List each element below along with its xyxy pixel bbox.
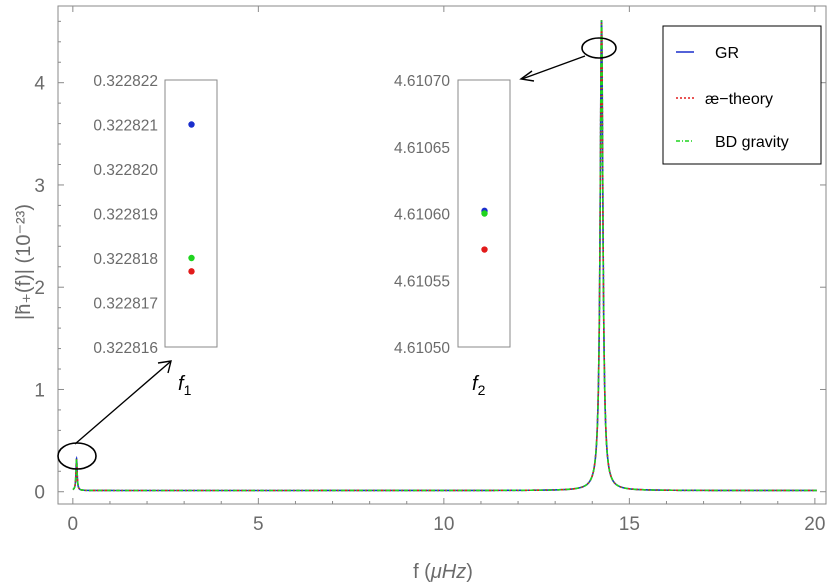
inset-tick-label: 0.322816 <box>93 340 158 357</box>
y-tick-label: 1 <box>34 380 45 401</box>
zoom-ellipse-f2 <box>581 37 617 59</box>
inset-tick-label: 4.61055 <box>394 273 450 290</box>
inset-tick-label: 4.61050 <box>394 340 450 357</box>
inset-tick-label: 4.61070 <box>394 73 450 90</box>
inset-f1-label: f1 <box>178 373 192 398</box>
x-tick-label: 10 <box>433 514 454 535</box>
plot-frame <box>57 5 827 505</box>
inset-f2: 4.61070 4.61065 4.61060 4.61055 4.61050 <box>394 73 511 357</box>
legend-label-bd: BD gravity <box>715 134 789 151</box>
inset-point <box>188 121 195 128</box>
x-tick-label: 15 <box>619 514 640 535</box>
inset-tick-label: 0.322821 <box>93 118 158 135</box>
y-tick-label: 3 <box>34 176 45 197</box>
inset-point <box>481 246 488 253</box>
inset-f1-ticks: 0.322822 0.322821 0.322820 0.322819 0.322818… <box>93 73 158 357</box>
inset-tick-label: 0.322822 <box>93 73 158 90</box>
x-axis-ticks: 0 5 10 15 20 <box>68 6 825 535</box>
zoom-arrow-f2 <box>519 55 586 82</box>
legend-label-gr: GR <box>715 45 739 62</box>
series-line-2 <box>72 20 817 492</box>
inset-f1: 0.322822 0.322821 0.322820 0.322819 0.322818… <box>93 73 218 357</box>
y-tick-label: 0 <box>34 483 45 504</box>
inset-tick-label: 0.322819 <box>93 207 158 224</box>
inset-f1-points <box>188 121 195 275</box>
x-tick-label: 0 <box>68 514 79 535</box>
legend: GR æ−theory BD gravity <box>662 25 822 165</box>
y-tick-label: 4 <box>34 74 45 95</box>
inset-tick-label: 0.322818 <box>93 251 158 268</box>
inset-point <box>188 268 195 275</box>
zoom-arrow-f1 <box>74 360 172 445</box>
curves <box>72 20 817 492</box>
inset-f2-points <box>481 207 488 253</box>
x-tick-label: 20 <box>804 514 825 535</box>
inset-tick-label: 0.322817 <box>93 296 158 313</box>
inset-tick-label: 4.61060 <box>394 207 450 224</box>
inset-tick-label: 0.322820 <box>93 162 158 179</box>
y-axis-ticks: 0 1 2 3 4 <box>34 20 826 504</box>
inset-f2-ticks: 4.61070 4.61065 4.61060 4.61055 4.61050 <box>394 73 450 357</box>
legend-label-ae: æ−theory <box>705 91 773 108</box>
inset-f2-label: f2 <box>472 373 486 398</box>
inset-tick-label: 4.61065 <box>394 140 450 157</box>
y-axis-label: |h̃₊(f)| (10⁻²³) <box>13 204 35 320</box>
inset-f1-frame <box>164 79 218 348</box>
inset-point <box>188 254 195 262</box>
legend-box <box>662 25 822 165</box>
y-tick-label: 2 <box>34 278 45 299</box>
x-tick-label: 5 <box>253 514 264 535</box>
inset-point <box>481 210 488 217</box>
x-axis-label: f (μHz) <box>413 561 473 583</box>
